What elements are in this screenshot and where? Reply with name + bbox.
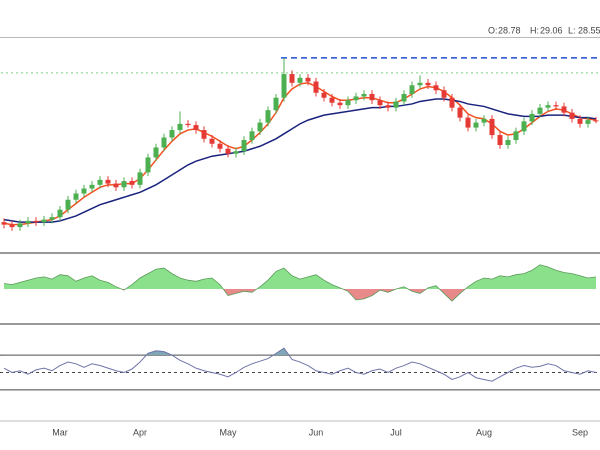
ohlc-value: 29.06 <box>540 25 563 35</box>
candle-body <box>449 97 455 108</box>
candle-body <box>369 93 375 101</box>
candle-body <box>105 179 111 184</box>
candle-body <box>185 123 191 126</box>
moving-average <box>3 98 597 223</box>
candle-body <box>225 148 231 154</box>
candle-body <box>177 123 183 131</box>
candle-body <box>249 131 255 141</box>
candle-body <box>257 122 263 132</box>
candle-body <box>537 107 543 114</box>
x-tick-label: May <box>219 427 237 437</box>
candle-body <box>337 102 343 106</box>
candle-body <box>1 222 7 225</box>
ohlc-value: 28.55 <box>578 25 600 35</box>
candle-body <box>521 121 527 132</box>
candle-body <box>513 131 519 141</box>
candle-body <box>169 130 175 138</box>
candle-body <box>345 100 351 106</box>
candle-body <box>73 193 79 200</box>
candle-body <box>425 82 431 86</box>
candle-body <box>137 172 143 185</box>
candle-body <box>113 183 119 188</box>
candle-body <box>217 143 223 149</box>
candle-body <box>329 97 335 103</box>
candle-body <box>353 96 359 101</box>
candle-body <box>305 77 311 82</box>
candle-body <box>481 118 487 123</box>
x-tick-label: Jun <box>309 427 324 437</box>
candle-body <box>505 140 511 145</box>
candle-body <box>265 110 271 123</box>
candle-body <box>561 106 567 113</box>
candle-body <box>457 107 463 118</box>
x-tick-label: Sep <box>572 427 588 437</box>
candle-body <box>417 82 423 86</box>
overbought-fill <box>4 348 596 356</box>
candle-body <box>401 93 407 102</box>
ohlc-label: L: <box>568 25 576 35</box>
candle-body <box>201 130 207 139</box>
candle-body <box>377 100 383 106</box>
candle-body <box>545 105 551 108</box>
candle-body <box>385 105 391 108</box>
candle-body <box>81 188 87 194</box>
ohlc-label: O: <box>488 25 498 35</box>
candle-body <box>593 120 599 122</box>
candle-body <box>209 138 215 144</box>
candle-body <box>241 140 247 152</box>
candle-body <box>161 137 167 148</box>
candle-body <box>465 117 471 128</box>
oscillator-negative <box>4 289 596 302</box>
candle-body <box>65 199 71 210</box>
candle-body <box>25 220 31 224</box>
candle-body <box>529 113 535 122</box>
candle-body <box>129 181 135 185</box>
candle-body <box>193 125 199 131</box>
candle-body <box>409 85 415 94</box>
candle-body <box>577 118 583 124</box>
candle-body <box>433 85 439 91</box>
candle-body <box>145 157 151 173</box>
oscillator-positive <box>4 264 596 289</box>
candle-body <box>33 220 39 223</box>
candle-body <box>281 74 287 98</box>
candle-body <box>489 118 495 136</box>
x-tick-label: Apr <box>133 427 147 437</box>
candle-body <box>17 223 23 228</box>
candle-body <box>89 184 95 189</box>
candle-body <box>553 105 559 107</box>
candle-body <box>473 122 479 128</box>
candle-body <box>361 93 367 97</box>
candle-body <box>57 209 63 218</box>
ohlc-label: H: <box>530 25 539 35</box>
x-tick-label: Aug <box>476 427 492 437</box>
candle-body <box>9 224 15 228</box>
rsi-line <box>3 347 597 382</box>
candle-body <box>273 97 279 111</box>
candle-body <box>297 77 303 83</box>
ohlc-value: 28.78 <box>498 25 521 35</box>
candle-body <box>585 120 591 124</box>
candle-body <box>121 181 127 188</box>
candle-body <box>49 217 55 220</box>
x-tick-label: Jul <box>390 427 402 437</box>
candle-body <box>313 81 319 93</box>
candle-body <box>153 147 159 158</box>
candle-body <box>289 74 295 83</box>
oscillator-line <box>3 264 597 302</box>
candle-body <box>497 135 503 145</box>
x-tick-label: Mar <box>52 427 68 437</box>
candle-body <box>393 101 399 108</box>
candle-body <box>41 219 47 223</box>
candle-body <box>233 151 239 154</box>
candle-body <box>97 179 103 185</box>
candle-body <box>441 90 447 98</box>
candle-body <box>569 112 575 119</box>
candle-body <box>321 92 327 98</box>
